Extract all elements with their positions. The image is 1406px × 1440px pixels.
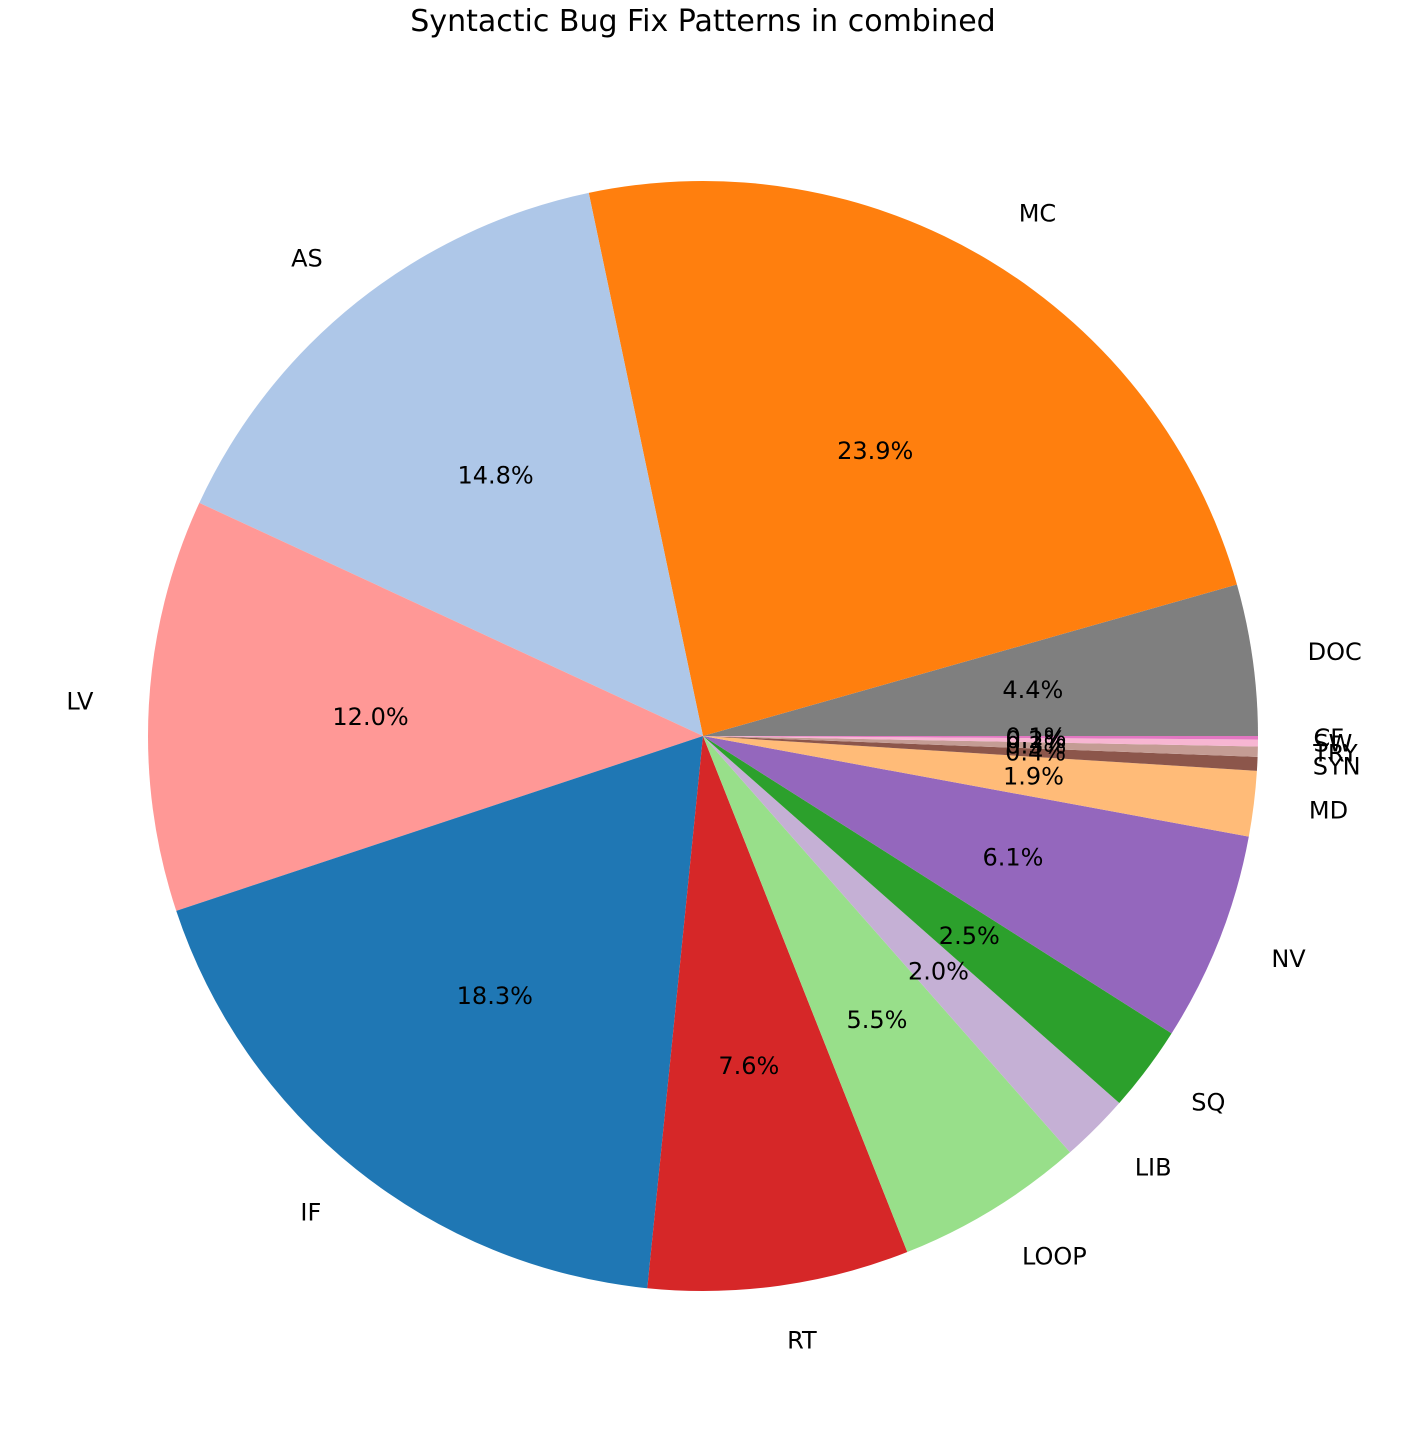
slice-label-mc: MC bbox=[1019, 199, 1056, 227]
slice-label-nv: NV bbox=[1271, 945, 1306, 973]
slice-nv bbox=[703, 736, 1249, 1034]
slice-label-as: AS bbox=[291, 244, 323, 272]
pct-label-if: 18.3% bbox=[457, 982, 533, 1010]
chart-title: Syntactic Bug Fix Patterns in combined bbox=[410, 4, 996, 39]
pct-label-syn: 0.4% bbox=[1005, 739, 1066, 767]
slice-syn bbox=[703, 736, 1258, 771]
slice-try bbox=[703, 736, 1258, 757]
slice-label-rt: RT bbox=[787, 1327, 817, 1355]
pct-label-rt: 7.6% bbox=[718, 1052, 779, 1080]
pct-label-cf: 0.1% bbox=[1006, 723, 1067, 751]
pct-label-sq: 2.5% bbox=[939, 922, 1000, 950]
slice-rt bbox=[647, 736, 908, 1291]
slice-label-sw: SW bbox=[1313, 730, 1352, 758]
slice-label-if: IF bbox=[300, 1198, 321, 1226]
pct-label-lv: 12.0% bbox=[332, 703, 408, 731]
pct-label-md: 1.9% bbox=[1003, 763, 1064, 791]
slice-doc bbox=[703, 584, 1258, 736]
slice-label-sq: SQ bbox=[1191, 1089, 1225, 1117]
slice-as bbox=[199, 192, 704, 737]
pct-label-nv: 6.1% bbox=[983, 844, 1044, 872]
slice-label-md: MD bbox=[1309, 797, 1348, 825]
pct-label-try: 0.3% bbox=[1005, 731, 1066, 759]
pct-label-as: 14.8% bbox=[457, 461, 533, 489]
pie-labels: DOC 4.4% MC 23.9% AS 14.8% LV 12.0% IF 18.3% RT 7.6… bbox=[66, 199, 1361, 1354]
slice-sq bbox=[703, 736, 1172, 1104]
slice-label-lv: LV bbox=[66, 687, 94, 715]
pct-label-lib: 2.0% bbox=[908, 957, 969, 985]
slice-lv bbox=[147, 502, 703, 911]
slice-md bbox=[703, 736, 1257, 837]
slice-loop bbox=[703, 736, 1071, 1253]
pct-label-mc: 23.9% bbox=[837, 437, 913, 465]
slice-label-cf: CF bbox=[1313, 724, 1344, 752]
slice-cf bbox=[703, 736, 1258, 740]
slice-label-doc: DOC bbox=[1308, 638, 1362, 666]
slice-mc bbox=[588, 180, 1237, 736]
pct-label-sw: 0.2% bbox=[1005, 726, 1066, 754]
slice-if bbox=[176, 736, 703, 1289]
slice-label-lib: LIB bbox=[1135, 1154, 1172, 1182]
pie-slices bbox=[147, 180, 1258, 1291]
slice-label-loop: LOOP bbox=[1022, 1243, 1087, 1271]
slice-sw bbox=[703, 736, 1258, 747]
slice-lib bbox=[703, 736, 1120, 1153]
slice-label-syn: SYN bbox=[1313, 753, 1361, 781]
pct-label-loop: 5.5% bbox=[846, 1006, 907, 1034]
slice-label-try: TRY bbox=[1312, 739, 1358, 767]
pct-label-doc: 4.4% bbox=[1002, 676, 1063, 704]
